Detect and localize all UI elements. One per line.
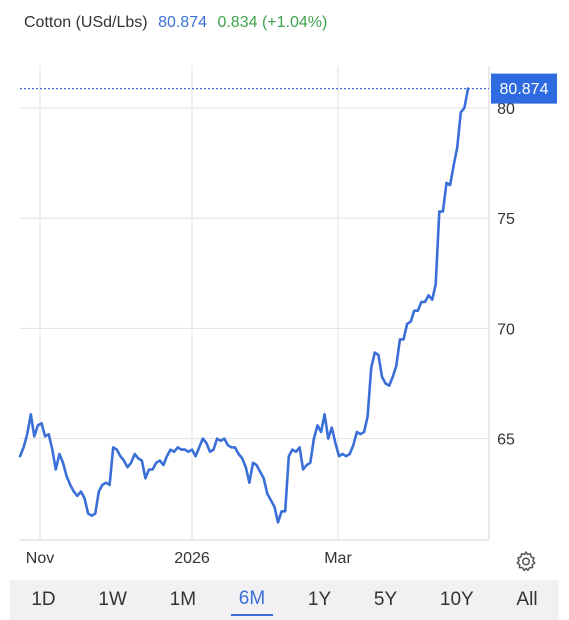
range-button-6m[interactable]: 6M xyxy=(230,584,274,616)
current-price: 80.874 xyxy=(158,14,207,31)
y-tick-label: 70 xyxy=(497,321,515,338)
range-selector: 1D 1W 1M 6M 1Y 5Y 10Y All xyxy=(10,580,559,620)
series-line-cotton xyxy=(18,87,470,524)
line-chart[interactable]: 65 70 75 80 Nov 2026 Mar 80.874 xyxy=(0,0,569,580)
x-tick-label: 2026 xyxy=(174,550,210,567)
last-value-badge: 80.874 xyxy=(491,73,557,104)
range-button-1m[interactable]: 1M xyxy=(169,589,197,610)
last-value-badge-bg xyxy=(491,73,557,104)
x-tick-label: Nov xyxy=(26,550,54,567)
data-points xyxy=(19,87,469,523)
range-button-1d[interactable]: 1D xyxy=(31,589,56,610)
y-axis: 65 70 75 80 xyxy=(497,101,515,449)
range-button-all[interactable]: All xyxy=(516,589,538,610)
chart-header: Cotton (USd/Lbs) 80.874 0.834 (+1.04%) xyxy=(24,14,327,32)
range-button-1y[interactable]: 1Y xyxy=(307,589,332,610)
x-tick-label: Mar xyxy=(324,550,352,567)
y-tick-label: 65 xyxy=(497,432,515,449)
range-button-10y[interactable]: 10Y xyxy=(439,589,474,610)
y-tick-label: 75 xyxy=(497,211,515,228)
y-tick-label: 80 xyxy=(497,101,515,118)
instrument-name: Cotton (USd/Lbs) xyxy=(24,14,148,31)
range-button-1w[interactable]: 1W xyxy=(98,589,127,610)
x-axis: Nov 2026 Mar xyxy=(26,550,353,567)
gear-icon[interactable] xyxy=(514,550,538,574)
last-value-badge-label: 80.874 xyxy=(500,81,549,98)
grid xyxy=(20,66,489,540)
price-change: 0.834 (+1.04%) xyxy=(217,14,328,31)
range-button-5y[interactable]: 5Y xyxy=(373,589,398,610)
